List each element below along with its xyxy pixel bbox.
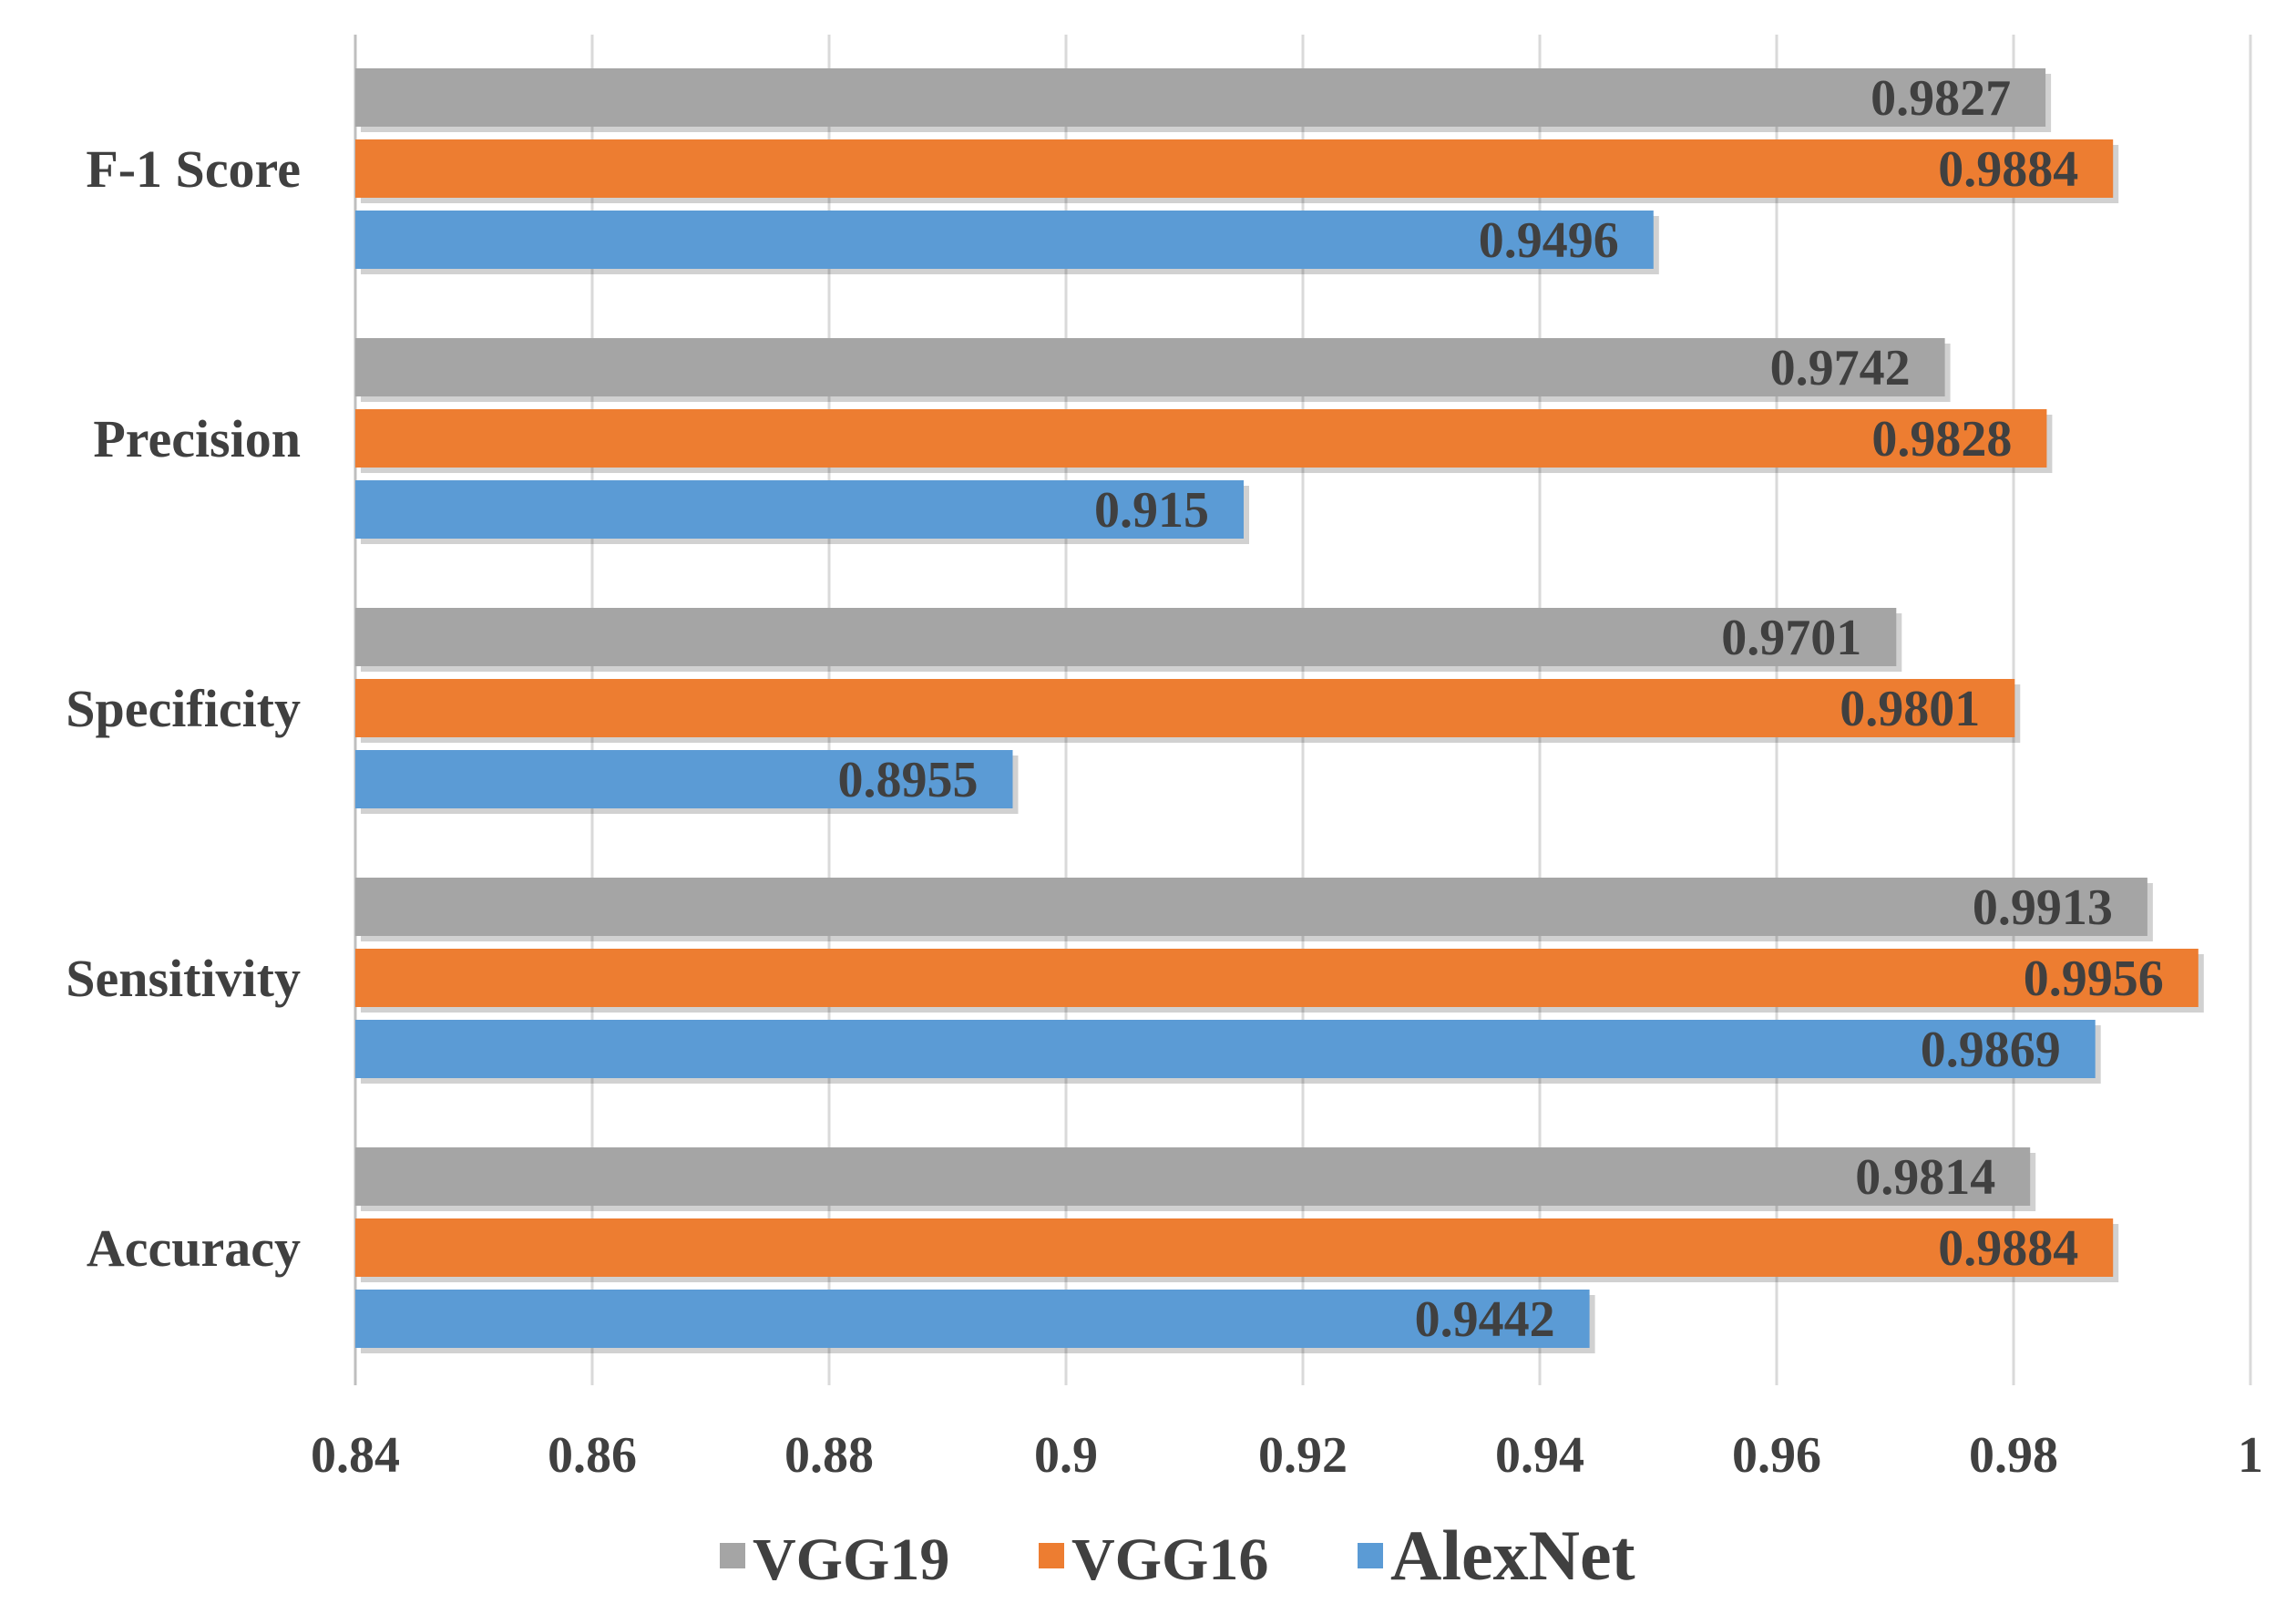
bar-alexnet-specificity xyxy=(355,750,1013,808)
category-label: Specificity xyxy=(66,679,301,738)
bar-vgg19-specificity xyxy=(355,608,1897,666)
x-tick-label: 0.98 xyxy=(1969,1427,2058,1484)
data-label-vgg19-precision: 0.9742 xyxy=(1770,340,1911,396)
bar-vgg16-accuracy xyxy=(355,1218,2114,1277)
bar-alexnet-f-1-score xyxy=(355,211,1654,269)
bar-vgg16-f-1-score xyxy=(355,139,2114,198)
data-label-vgg16-accuracy: 0.9884 xyxy=(1938,1220,2078,1277)
data-label-vgg16-f-1-score: 0.9884 xyxy=(1938,141,2078,198)
data-label-vgg19-specificity: 0.9701 xyxy=(1721,610,1861,666)
x-tick-label: 0.86 xyxy=(548,1427,637,1484)
data-label-vgg16-sensitivity: 0.9956 xyxy=(2024,951,2164,1007)
bar-vgg19-sensitivity xyxy=(355,878,2147,936)
x-tick-label: 0.92 xyxy=(1258,1427,1348,1484)
data-label-alexnet-f-1-score: 0.9496 xyxy=(1479,212,1619,269)
bars xyxy=(355,68,2204,1353)
data-labels: 0.9827 0.9884 0.9496 0.9742 0.9828 0.915 0.970… xyxy=(838,70,2164,1348)
data-label-alexnet-precision: 0.915 xyxy=(1094,482,1209,539)
category-label: F-1 Score xyxy=(86,139,301,199)
legend-label-alexnet: AlexNet xyxy=(1390,1516,1635,1595)
category-label: Sensitivity xyxy=(66,949,301,1008)
x-tick-label: 0.94 xyxy=(1495,1427,1584,1484)
data-label-vgg16-precision: 0.9828 xyxy=(1871,411,2012,468)
x-tick-label: 0.84 xyxy=(311,1427,400,1484)
legend: VGG19 VGG16 AlexNet xyxy=(720,1516,1635,1595)
legend-label-vgg16: VGG16 xyxy=(1071,1527,1268,1593)
data-label-vgg16-specificity: 0.9801 xyxy=(1840,681,1980,737)
data-label-alexnet-sensitivity: 0.9869 xyxy=(1921,1022,2061,1078)
legend-swatch-vgg16 xyxy=(1039,1543,1064,1568)
data-label-vgg19-sensitivity: 0.9913 xyxy=(1973,879,2113,936)
legend-label-vgg19: VGG19 xyxy=(753,1527,949,1593)
x-tick-label: 0.88 xyxy=(784,1427,874,1484)
data-label-vgg19-accuracy: 0.9814 xyxy=(1855,1149,1995,1206)
category-label: Precision xyxy=(93,409,301,468)
bar-vgg16-precision xyxy=(355,409,2047,468)
category-label: Accuracy xyxy=(87,1218,301,1278)
bar-vgg16-specificity xyxy=(355,679,2015,737)
bar-alexnet-precision xyxy=(355,480,1244,539)
bar-vgg19-precision xyxy=(355,338,1945,396)
x-tick-label: 1 xyxy=(2238,1427,2263,1484)
x-tick-label: 0.9 xyxy=(1034,1427,1098,1484)
bar-vgg19-accuracy xyxy=(355,1147,2031,1206)
bar-vgg19-f-1-score xyxy=(355,68,2046,127)
legend-swatch-vgg19 xyxy=(720,1543,745,1568)
data-label-alexnet-specificity: 0.8955 xyxy=(838,752,979,808)
data-label-alexnet-accuracy: 0.9442 xyxy=(1415,1291,1555,1348)
x-tick-label: 0.96 xyxy=(1732,1427,1821,1484)
category-axis: F-1 Score Precision Specificity Sensitivity… xyxy=(66,139,301,1278)
value-axis: 0.84 0.86 0.88 0.9 0.92 0.94 0.96 0.98 1 xyxy=(311,1427,2263,1484)
bar-alexnet-sensitivity xyxy=(355,1020,2096,1078)
bar-alexnet-accuracy xyxy=(355,1290,1590,1348)
data-label-vgg19-f-1-score: 0.9827 xyxy=(1871,70,2011,127)
legend-swatch-alexnet xyxy=(1358,1543,1383,1568)
bar-vgg16-sensitivity xyxy=(355,949,2199,1007)
